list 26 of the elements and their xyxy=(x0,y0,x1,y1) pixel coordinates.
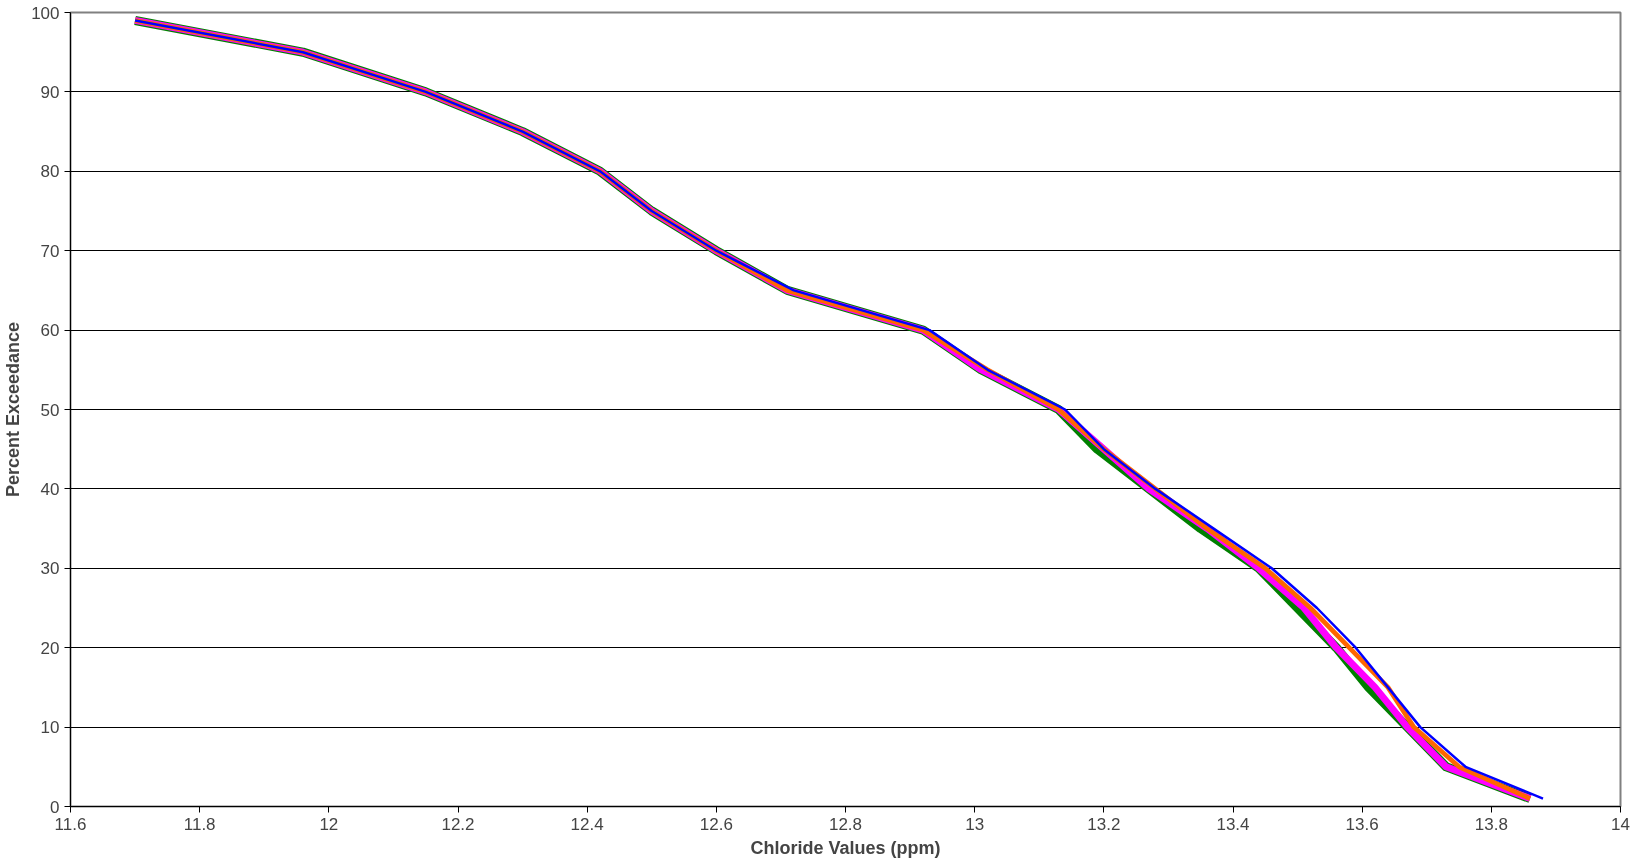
x-tick-label: 12.8 xyxy=(828,814,863,834)
y-tick-label: 20 xyxy=(40,638,60,658)
x-tick-label: 12 xyxy=(319,814,339,834)
y-tick-label: 0 xyxy=(50,797,60,817)
x-tick-label: 13 xyxy=(965,814,985,834)
x-tick-label: 13.2 xyxy=(1087,814,1121,834)
y-tick-label: 40 xyxy=(40,479,60,499)
x-tick-label: 12.6 xyxy=(699,814,733,834)
y-axis-title: Percent Exceedance xyxy=(3,321,24,498)
x-tick-label: 14 xyxy=(1611,814,1630,834)
y-tick-label: 50 xyxy=(40,400,60,420)
y-tick-label: 100 xyxy=(31,3,60,23)
y-tick-label: 70 xyxy=(40,241,60,261)
x-tick-label: 13.6 xyxy=(1345,814,1379,834)
y-tick-label: 80 xyxy=(40,162,60,182)
y-tick-label: 10 xyxy=(40,718,60,738)
y-tick-label: 30 xyxy=(40,559,60,579)
x-axis-title: Chloride Values (ppm) xyxy=(750,837,941,858)
y-tick-label: 60 xyxy=(40,321,60,341)
x-tick-label: 11.6 xyxy=(54,814,87,834)
x-tick-label: 11.8 xyxy=(183,814,216,834)
x-tick-label: 13.8 xyxy=(1474,814,1508,834)
y-tick-label: 90 xyxy=(40,82,60,102)
x-tick-label: 12.2 xyxy=(441,814,475,834)
x-tick-label: 12.4 xyxy=(570,814,604,834)
x-tick-label: 13.4 xyxy=(1216,814,1250,834)
